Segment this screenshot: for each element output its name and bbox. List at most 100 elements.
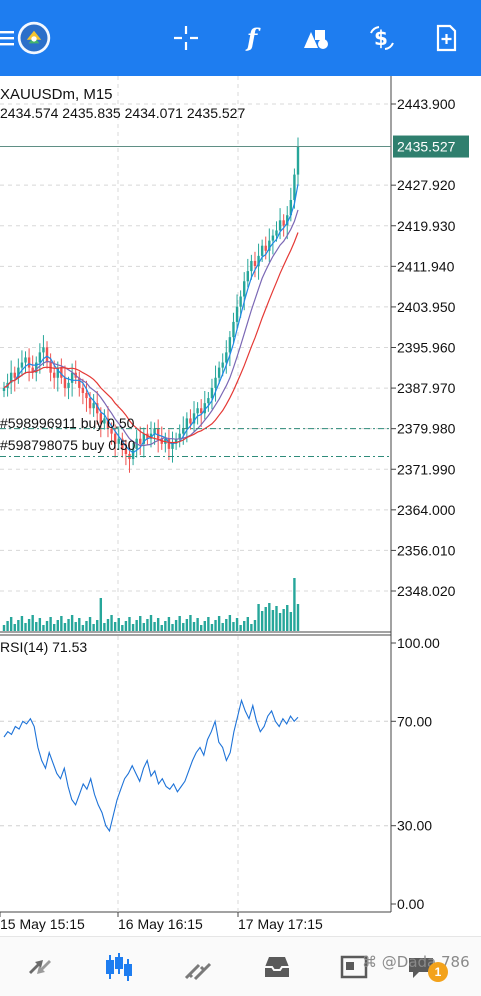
candle-body (45, 347, 49, 363)
candle-body (293, 174, 296, 200)
candle-body (214, 377, 217, 388)
volume-bar (35, 622, 38, 631)
rsi-tick-label: 0.00 (397, 896, 424, 912)
price-tick-label: 2364.000 (397, 502, 456, 518)
new-order-icon[interactable] (428, 20, 464, 56)
volume-bar (260, 611, 264, 631)
price-chart[interactable]: 2443.900 2427.920 2419.930 2411.940 2403.950… (0, 76, 481, 936)
current-price-text: 2435.527 (397, 139, 456, 155)
candle-body (96, 403, 99, 414)
candle-body (286, 215, 289, 226)
candle-body (142, 433, 146, 444)
ohlc-label: 2434.574 2435.835 2434.071 2435.527 (0, 105, 245, 121)
volume-bar (182, 623, 185, 631)
quotes-icon[interactable] (22, 949, 58, 985)
candle-body (196, 408, 199, 414)
price-tick-label: 2371.990 (397, 461, 456, 477)
objects-icon[interactable] (298, 20, 334, 56)
candle-body (103, 418, 106, 424)
volume-bar (214, 620, 217, 631)
volume-bar (178, 616, 181, 631)
history-inbox-icon[interactable] (259, 949, 295, 985)
trade-icon[interactable] (180, 949, 216, 985)
candle-body (192, 413, 196, 424)
current-price-tag (393, 135, 469, 158)
volume-bar (171, 624, 174, 631)
candle-body (110, 428, 113, 434)
volume-bar (192, 622, 196, 631)
candle-body (35, 362, 38, 373)
messages-icon[interactable] (404, 949, 440, 985)
candle-body (70, 372, 74, 383)
watermark-icon: ⌘ (362, 953, 377, 971)
candle-body (9, 372, 13, 383)
volume-bar (70, 615, 74, 631)
price-tick-label: 2379.980 (397, 421, 456, 437)
candle-body (167, 438, 171, 449)
order-label-2[interactable]: #598798075 buy 0.50 (0, 437, 136, 453)
volume-bar (2, 625, 6, 631)
candle-body (189, 418, 192, 424)
candle-body (210, 387, 214, 399)
price-tick-label: 2411.940 (397, 258, 455, 274)
volume-bar (135, 620, 138, 631)
candle-body (250, 260, 253, 272)
volume-bar (156, 618, 160, 631)
volume-bar (117, 618, 120, 631)
candle-body (225, 352, 228, 363)
candle-body (153, 428, 156, 434)
candle-body (20, 362, 24, 368)
chart-candles-icon[interactable] (101, 949, 137, 985)
volume-bar (110, 615, 113, 631)
chart-area[interactable]: 2443.900 2427.920 2419.930 2411.940 2403.950… (0, 76, 481, 936)
volume-bar (24, 623, 27, 631)
volume-bar (106, 619, 110, 631)
candle-body (124, 448, 128, 454)
candle-body (52, 372, 56, 378)
volume-bar (17, 620, 20, 631)
order-levels (0, 146, 391, 458)
volume-bar (282, 609, 285, 631)
volume-bar (228, 615, 232, 631)
rsi-line (3, 698, 299, 833)
moving-average-line (3, 209, 299, 447)
volume-bar (42, 625, 45, 631)
rsi-tick-label: 70.00 (397, 713, 432, 729)
crosshair-icon[interactable] (168, 20, 204, 56)
volume-bar (257, 604, 260, 631)
volume-bar (9, 617, 13, 631)
svg-text:$: $ (374, 26, 388, 50)
app-logo-icon[interactable] (16, 20, 52, 56)
volume-bar (239, 625, 242, 631)
volume-bar (103, 623, 106, 631)
volume-bar (128, 617, 131, 631)
rsi-label: RSI(14) 71.53 (0, 639, 87, 655)
chart-grid (0, 76, 391, 912)
volume-bar (164, 621, 167, 631)
candle-body (24, 357, 27, 363)
candle-body (2, 387, 6, 391)
candle-body (257, 255, 260, 267)
candle-body (149, 433, 153, 439)
candle-body (260, 245, 264, 256)
candle-body (253, 260, 257, 267)
news-icon[interactable] (336, 949, 372, 985)
candle-body (63, 377, 67, 388)
trade-dollar-icon[interactable]: $ (364, 20, 400, 56)
volume-bar (139, 616, 142, 631)
order-label-1[interactable]: #598996911 buy 0.50 (0, 415, 135, 431)
volume-bar (149, 615, 153, 631)
price-tick-label: 2395.960 (397, 340, 456, 356)
volume-bar (217, 616, 221, 631)
volume-bar (275, 606, 278, 631)
candle-body (246, 271, 250, 282)
candle-body (275, 230, 278, 236)
volume-bar (296, 604, 300, 631)
symbol-label: XAUUSDm, M15 (0, 86, 113, 103)
menu-icon[interactable] (0, 20, 26, 56)
volume-bar (13, 624, 16, 631)
candle-body (217, 367, 221, 378)
indicators-f-icon[interactable]: f (234, 20, 270, 56)
volume-bar (121, 625, 124, 631)
candle-body (117, 438, 120, 444)
